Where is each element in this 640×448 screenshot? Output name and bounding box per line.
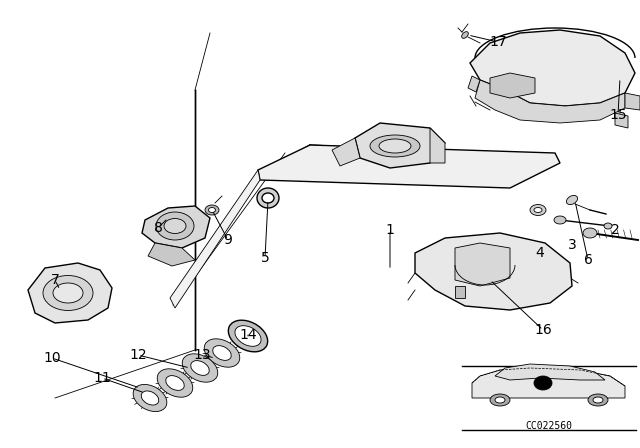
Ellipse shape bbox=[156, 212, 194, 240]
Text: 11: 11 bbox=[93, 371, 111, 385]
Ellipse shape bbox=[182, 354, 218, 382]
Ellipse shape bbox=[370, 135, 420, 157]
Text: 12: 12 bbox=[129, 348, 147, 362]
Polygon shape bbox=[470, 30, 635, 106]
Ellipse shape bbox=[257, 188, 279, 208]
Polygon shape bbox=[472, 368, 625, 398]
Text: 5: 5 bbox=[260, 251, 269, 265]
Text: 16: 16 bbox=[534, 323, 552, 337]
Ellipse shape bbox=[566, 195, 577, 205]
Text: 4: 4 bbox=[536, 246, 545, 260]
Ellipse shape bbox=[583, 228, 597, 238]
Ellipse shape bbox=[209, 207, 216, 212]
Ellipse shape bbox=[166, 375, 184, 390]
Text: 10: 10 bbox=[43, 351, 61, 365]
Polygon shape bbox=[170, 170, 260, 308]
Text: 13: 13 bbox=[193, 348, 211, 362]
Ellipse shape bbox=[212, 345, 231, 360]
Polygon shape bbox=[468, 76, 480, 92]
Ellipse shape bbox=[461, 32, 468, 39]
Text: 14: 14 bbox=[239, 328, 257, 342]
Ellipse shape bbox=[490, 394, 510, 406]
Ellipse shape bbox=[204, 339, 240, 367]
Polygon shape bbox=[615, 113, 628, 128]
Polygon shape bbox=[142, 206, 210, 248]
Ellipse shape bbox=[554, 216, 566, 224]
Ellipse shape bbox=[205, 205, 219, 215]
Polygon shape bbox=[258, 145, 560, 188]
Text: 15: 15 bbox=[609, 108, 627, 122]
Polygon shape bbox=[430, 128, 445, 163]
Polygon shape bbox=[455, 243, 510, 286]
Ellipse shape bbox=[604, 223, 612, 229]
Polygon shape bbox=[475, 80, 625, 123]
Ellipse shape bbox=[593, 397, 603, 403]
Ellipse shape bbox=[141, 391, 159, 405]
Text: 1: 1 bbox=[385, 223, 394, 237]
Text: 3: 3 bbox=[568, 238, 577, 252]
Ellipse shape bbox=[157, 369, 193, 397]
Polygon shape bbox=[495, 364, 605, 380]
Polygon shape bbox=[148, 243, 195, 266]
Polygon shape bbox=[490, 73, 535, 98]
Ellipse shape bbox=[262, 193, 274, 203]
Text: 6: 6 bbox=[584, 253, 593, 267]
Polygon shape bbox=[332, 138, 360, 166]
Text: 2: 2 bbox=[611, 223, 620, 237]
Polygon shape bbox=[415, 233, 572, 310]
Ellipse shape bbox=[164, 219, 186, 233]
Polygon shape bbox=[28, 263, 112, 323]
Ellipse shape bbox=[43, 276, 93, 310]
Ellipse shape bbox=[530, 204, 546, 215]
Text: 8: 8 bbox=[154, 221, 163, 235]
Ellipse shape bbox=[53, 283, 83, 303]
Ellipse shape bbox=[191, 361, 209, 375]
Ellipse shape bbox=[534, 207, 542, 212]
Ellipse shape bbox=[235, 326, 261, 346]
Polygon shape bbox=[455, 286, 465, 298]
Polygon shape bbox=[625, 93, 640, 110]
Ellipse shape bbox=[379, 139, 411, 153]
Text: 7: 7 bbox=[51, 273, 60, 287]
Ellipse shape bbox=[133, 384, 167, 412]
Text: 17: 17 bbox=[489, 35, 507, 49]
Ellipse shape bbox=[228, 320, 268, 352]
Polygon shape bbox=[355, 123, 445, 168]
Ellipse shape bbox=[588, 394, 608, 406]
Ellipse shape bbox=[534, 376, 552, 390]
Text: CC022560: CC022560 bbox=[525, 421, 573, 431]
Ellipse shape bbox=[495, 397, 505, 403]
Text: 9: 9 bbox=[223, 233, 232, 247]
